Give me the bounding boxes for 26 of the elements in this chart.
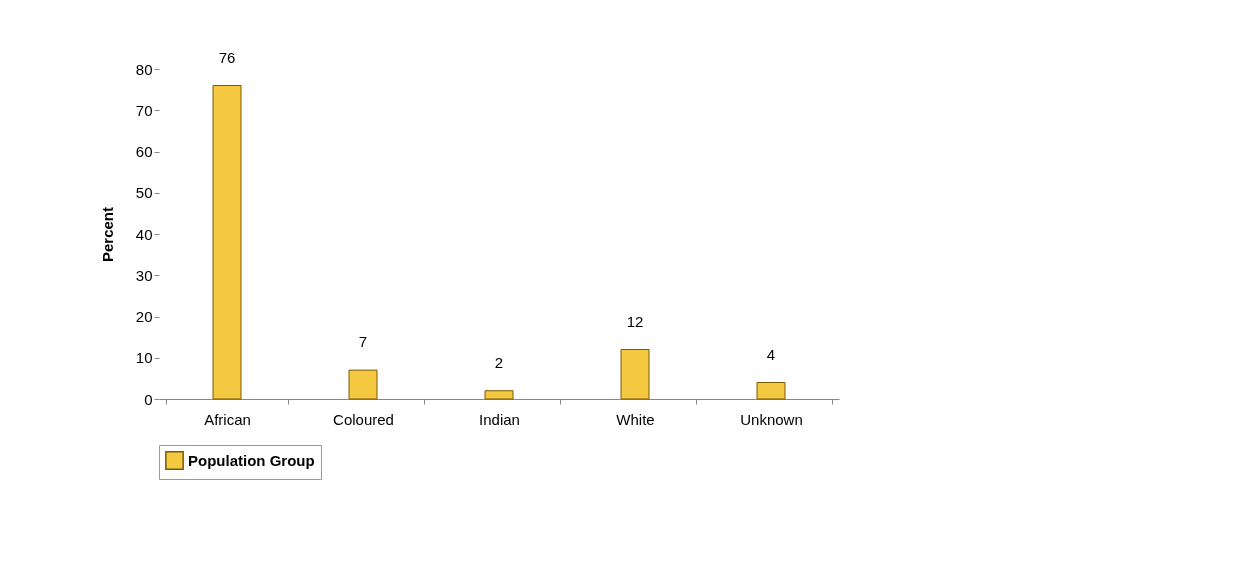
- y-tick-label: 10: [135, 349, 153, 367]
- x-tick-label: Indian: [479, 410, 520, 428]
- y-tick-label: 70: [135, 101, 153, 119]
- data-label: 2: [494, 353, 504, 371]
- x-tick-label: Coloured: [333, 410, 394, 428]
- data-label: 4: [766, 345, 776, 363]
- bar: [620, 349, 650, 400]
- y-tick-label: 60: [135, 143, 153, 160]
- bar: [756, 382, 786, 400]
- y-tick-label: 30: [135, 266, 153, 284]
- y-tick-label: 80: [135, 60, 153, 78]
- x-tick-label: White: [616, 410, 655, 428]
- bar: [212, 85, 242, 400]
- data-label: 7: [358, 333, 368, 351]
- y-tick-label: 50: [135, 184, 153, 202]
- y-tick-label: 40: [135, 225, 153, 243]
- bar: [484, 390, 514, 400]
- y-tick-label: 0: [144, 390, 153, 408]
- y-tick-label: 20: [135, 308, 153, 325]
- data-label: 12: [626, 312, 644, 330]
- legend-label: Population Group: [188, 451, 315, 469]
- x-tick-label: Unknown: [740, 410, 803, 428]
- data-label: 76: [218, 48, 236, 66]
- x-tick-label: African: [204, 410, 251, 428]
- bar: [348, 369, 378, 400]
- y-axis-title: Percent: [98, 206, 116, 263]
